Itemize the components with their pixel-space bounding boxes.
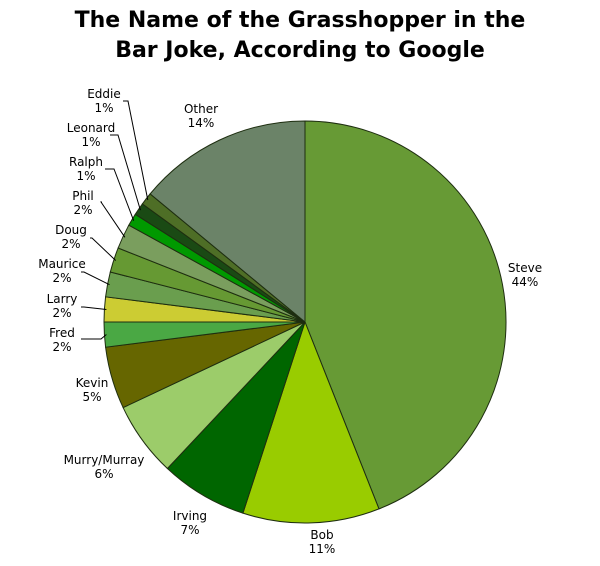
slice-name-steve: Steve: [508, 261, 542, 275]
slice-label-maurice: Maurice 2%: [38, 257, 86, 285]
slice-label-eddie: Eddie 1%: [87, 87, 121, 115]
slice-label-irving: Irving 7%: [173, 509, 207, 537]
leader-line-leonard: [110, 134, 141, 211]
slice-label-phil: Phil 2%: [72, 189, 94, 217]
leader-line-fred: [81, 334, 107, 340]
slice-value-leonard: 1%: [81, 135, 100, 149]
slice-name-murry-murray: Murry/Murray: [64, 453, 145, 467]
slice-value-phil: 2%: [73, 203, 92, 217]
slice-name-phil: Phil: [72, 189, 94, 203]
leader-line-doug: [90, 237, 117, 261]
slice-name-other: Other: [184, 102, 218, 116]
chart-title-line-1: The Name of the Grasshopper in the: [74, 8, 526, 33]
leader-line-larry: [81, 306, 107, 310]
slice-value-fred: 2%: [52, 340, 71, 354]
chart-title: The Name of the Grasshopper in the Bar J…: [0, 6, 600, 66]
slice-label-bob: Bob 11%: [309, 528, 336, 556]
slice-label-larry: Larry 2%: [47, 292, 78, 320]
slice-value-eddie: 1%: [94, 101, 113, 115]
slice-value-maurice: 2%: [52, 271, 71, 285]
slice-name-kevin: Kevin: [76, 376, 109, 390]
slice-value-kevin: 5%: [82, 390, 101, 404]
slice-label-doug: Doug 2%: [55, 223, 87, 251]
chart-title-line-2: Bar Joke, According to Google: [115, 38, 485, 63]
slice-value-larry: 2%: [52, 306, 71, 320]
leader-line-eddie: [123, 100, 149, 201]
slice-label-fred: Fred 2%: [49, 326, 75, 354]
slice-value-doug: 2%: [61, 237, 80, 251]
pie-slice-bob: [242, 320, 380, 524]
slice-name-bob: Bob: [310, 528, 333, 542]
leader-line-ralph: [105, 168, 135, 221]
slice-value-murry-murray: 6%: [94, 467, 113, 481]
slice-name-ralph: Ralph: [69, 155, 103, 169]
pie-slice-other: [149, 120, 306, 324]
slice-label-ralph: Ralph 1%: [69, 155, 103, 183]
slice-name-maurice: Maurice: [38, 257, 86, 271]
slice-value-steve: 44%: [512, 275, 539, 289]
slice-name-leonard: Leonard: [67, 121, 116, 135]
slice-name-doug: Doug: [55, 223, 87, 237]
slice-label-leonard: Leonard 1%: [67, 121, 116, 149]
slice-value-other: 14%: [188, 116, 215, 130]
slice-value-ralph: 1%: [76, 169, 95, 183]
slice-name-fred: Fred: [49, 326, 75, 340]
leader-line-maurice: [81, 271, 110, 286]
slice-name-eddie: Eddie: [87, 87, 121, 101]
slice-label-murry-murray: Murry/Murray 6%: [64, 453, 145, 481]
slice-name-irving: Irving: [173, 509, 207, 523]
slice-label-kevin: Kevin 5%: [76, 376, 109, 404]
slice-value-bob: 11%: [309, 542, 336, 556]
slice-label-other: Other 14%: [184, 102, 218, 130]
slice-value-irving: 7%: [180, 523, 199, 537]
slice-name-larry: Larry: [47, 292, 78, 306]
slice-label-steve: Steve 44%: [508, 261, 542, 289]
leader-line-phil: [100, 201, 126, 238]
pie-slice-steve: [304, 120, 507, 510]
